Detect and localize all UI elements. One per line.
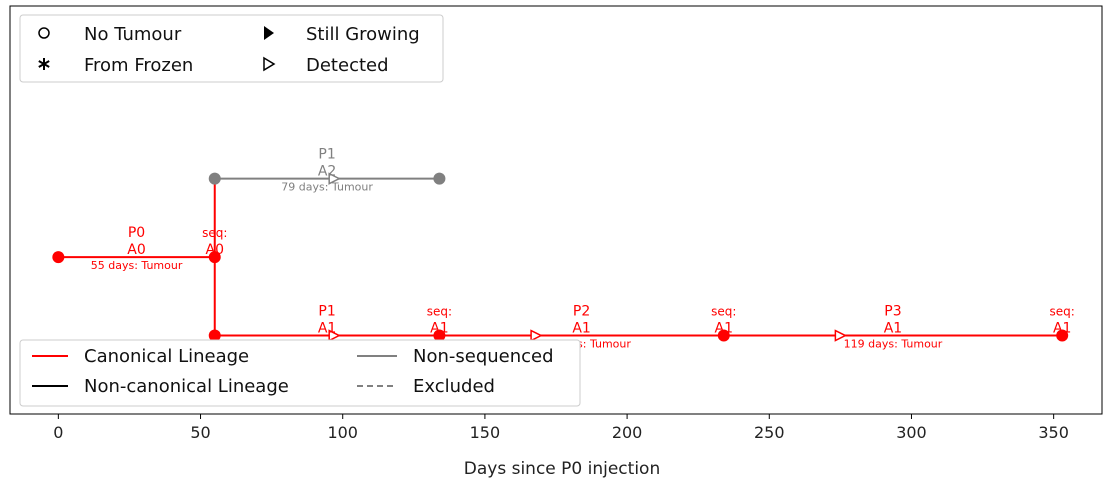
x-tick-label: 300: [896, 423, 927, 442]
detected-marker-icon: [263, 56, 276, 72]
from-frozen-marker-icon: [38, 58, 50, 70]
lineage-node-point: [208, 329, 221, 342]
detected-marker-icon: [328, 329, 341, 342]
edge-duration-label: 119 days: Tumour: [844, 338, 943, 351]
seq-label: seq:: [711, 305, 736, 319]
lineage-node-point: [1056, 329, 1069, 342]
lineage-node-point: [208, 172, 221, 185]
line-legend: Canonical Lineage Non-sequenced Non-cano…: [19, 339, 581, 407]
detected-marker-icon: [328, 172, 341, 185]
x-tick-label: 350: [1038, 423, 1069, 442]
legend-excluded: Excluded: [413, 376, 495, 397]
marker-legend-box: [19, 14, 444, 83]
sample-label: A1: [884, 321, 902, 337]
passage-label: P1: [318, 147, 335, 163]
legend-non-sequenced: Non-sequenced: [413, 346, 554, 367]
no-tumour-marker-icon: [38, 27, 50, 39]
seq-label: seq:: [202, 226, 227, 240]
x-tick-label: 0: [53, 423, 63, 442]
lineage-node-point: [208, 251, 221, 264]
sample-label: A0: [127, 242, 145, 258]
legend-from-frozen: From Frozen: [84, 55, 193, 76]
lineage-node-point: [433, 172, 446, 185]
x-tick-label: 200: [612, 423, 643, 442]
legend-non-canonical-lineage: Non-canonical Lineage: [84, 376, 289, 397]
x-tick-label: 50: [190, 423, 210, 442]
seq-label: seq:: [427, 305, 452, 319]
lineage-node-point: [52, 251, 65, 264]
lineage-segments: [58, 172, 1063, 342]
passage-label: P1: [318, 304, 335, 320]
legend-still-growing: Still Growing: [306, 24, 420, 45]
edge-duration-label: 79 days: Tumour: [281, 181, 373, 194]
sample-label: A1: [318, 321, 336, 337]
detected-marker-icon: [834, 329, 848, 342]
still-growing-marker-icon: [264, 26, 274, 40]
sample-label: A1: [572, 321, 590, 337]
seq-sample-label: A0: [206, 242, 224, 258]
legend-detected: Detected: [306, 55, 389, 76]
lineage-node-point: [717, 329, 730, 342]
passage-label: P3: [884, 304, 901, 320]
seq-sample-label: A1: [715, 321, 733, 337]
lineage-node-point: [433, 329, 446, 342]
legend-no-tumour: No Tumour: [84, 24, 182, 45]
sample-label: A2: [318, 164, 336, 180]
passage-label: P0: [128, 225, 145, 241]
marker-legend: No Tumour Still Growing From Frozen Dete…: [19, 14, 444, 83]
edge-duration-label: 55 days: Tumour: [91, 259, 183, 272]
lineage-points: [52, 172, 1069, 342]
legend-canonical-lineage: Canonical Lineage: [84, 346, 249, 367]
detected-marker-icon: [530, 329, 543, 342]
seq-label: seq:: [1050, 305, 1075, 319]
x-tick-label: 250: [754, 423, 785, 442]
passage-label: P2: [573, 304, 590, 320]
x-axis-label: Days since P0 injection: [464, 459, 660, 479]
x-axis: 0 50 100 150 200 250 300 350: [53, 414, 1069, 442]
line-legend-box: [19, 339, 581, 407]
seq-sample-label: A1: [1053, 321, 1071, 337]
seq-sample-label: A1: [430, 321, 448, 337]
x-tick-label: 150: [470, 423, 501, 442]
x-tick-label: 100: [327, 423, 358, 442]
